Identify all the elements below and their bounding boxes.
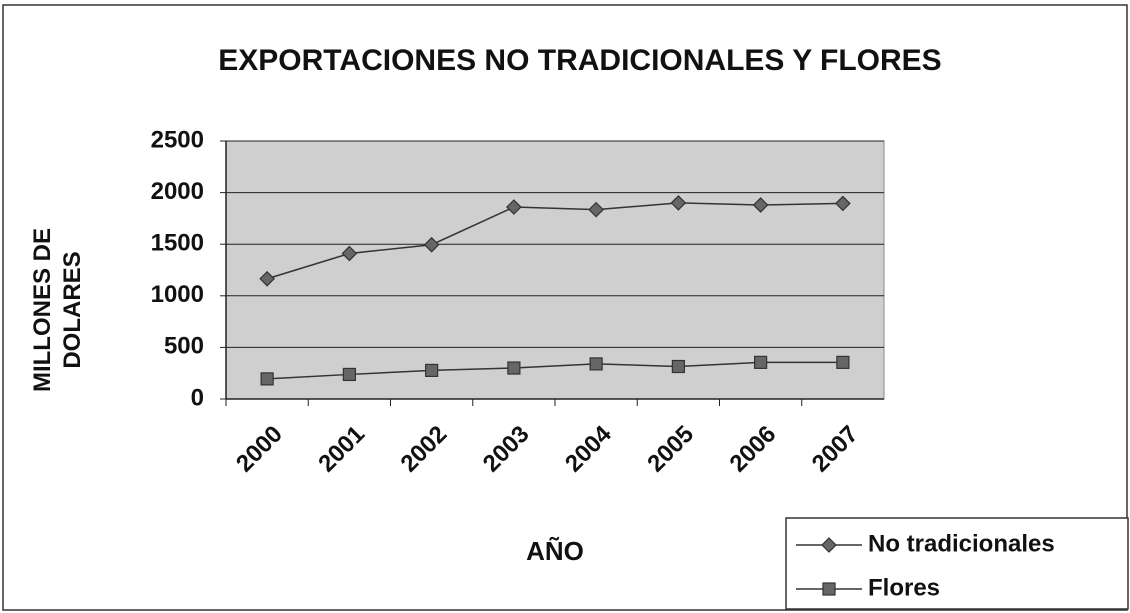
legend-label: Flores bbox=[868, 574, 940, 601]
point bbox=[423, 236, 440, 253]
point bbox=[835, 195, 851, 212]
y-tick-label: 1500 bbox=[151, 230, 204, 257]
plot-area bbox=[225, 140, 885, 400]
line bbox=[267, 361, 843, 380]
x-axis-label: AÑO bbox=[526, 536, 584, 566]
y-axis-label: MILLONES DE DOLARES bbox=[29, 228, 86, 393]
point bbox=[671, 359, 685, 374]
y-tick-label: 2000 bbox=[151, 178, 204, 205]
point bbox=[507, 361, 521, 375]
point bbox=[341, 245, 358, 262]
point bbox=[670, 195, 687, 211]
y-tick-label: 0 bbox=[191, 384, 204, 411]
point bbox=[260, 372, 274, 386]
point bbox=[588, 201, 604, 218]
y-tick-label: 2500 bbox=[151, 126, 204, 153]
point bbox=[506, 199, 522, 215]
y-tick-label: 1000 bbox=[151, 281, 204, 308]
line bbox=[266, 202, 843, 280]
point bbox=[342, 367, 356, 382]
point bbox=[259, 270, 275, 287]
point bbox=[836, 355, 850, 369]
point bbox=[589, 357, 603, 371]
point bbox=[754, 355, 768, 369]
y-tick-label: 500 bbox=[164, 333, 204, 360]
legend-marker bbox=[821, 537, 837, 553]
point bbox=[752, 197, 769, 213]
legend-label: No tradicionales bbox=[868, 530, 1055, 557]
point bbox=[425, 363, 439, 378]
legend-marker bbox=[822, 582, 836, 596]
chart-title: EXPORTACIONES NO TRADICIONALES Y FLORES bbox=[218, 44, 942, 77]
legend bbox=[785, 517, 1129, 610]
